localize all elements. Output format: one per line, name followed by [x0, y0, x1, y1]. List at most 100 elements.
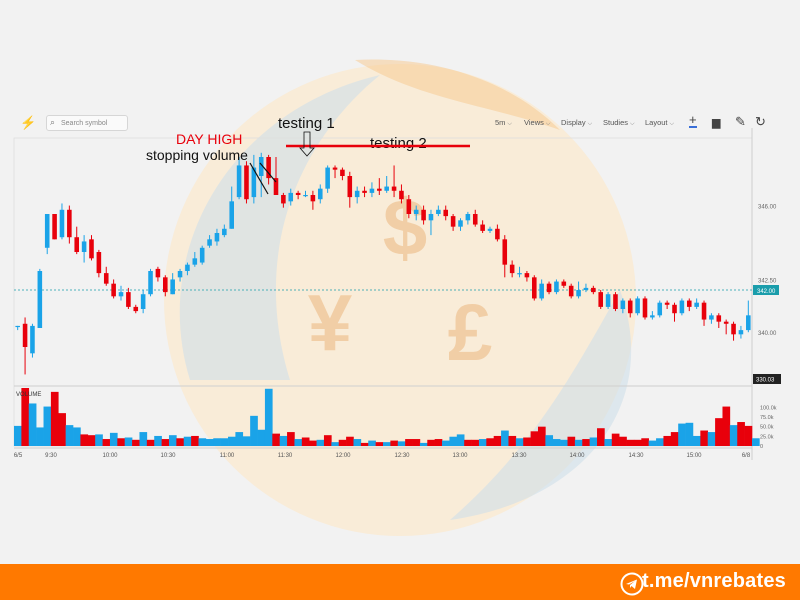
- candle-body: [369, 188, 375, 193]
- volume-bar: [456, 434, 465, 446]
- volume-tick-label: 100.0k: [760, 405, 777, 411]
- x-tick-label: 13:00: [452, 453, 468, 459]
- search-input[interactable]: ⌕ Search symbol: [46, 115, 128, 131]
- testing-1-label: testing 1: [278, 115, 335, 132]
- candle-body: [89, 239, 94, 259]
- volume-bar: [471, 439, 480, 446]
- candle-body: [170, 279, 175, 295]
- volume-bar: [375, 442, 384, 446]
- volume-bar: [80, 434, 89, 446]
- candle-body: [126, 292, 131, 307]
- interval-select[interactable]: 5m ⌵: [495, 118, 512, 128]
- lightning-icon[interactable]: ⚡: [20, 115, 37, 130]
- volume-tick-label: 0: [760, 444, 763, 450]
- candle-body: [554, 281, 559, 293]
- crosshair-icon[interactable]: +: [689, 112, 697, 128]
- candle-body: [746, 315, 751, 331]
- stopping-volume-pointer: [259, 162, 277, 183]
- volume-bar: [633, 439, 642, 446]
- candle-body: [310, 195, 316, 202]
- volume-bar: [752, 438, 760, 446]
- volume-bar: [50, 391, 59, 446]
- volume-bar: [102, 439, 111, 446]
- candle-body: [332, 167, 338, 170]
- volume-bar: [427, 439, 435, 446]
- candle-body: [81, 241, 87, 252]
- volume-bar: [449, 436, 458, 446]
- volume-bar: [279, 435, 288, 446]
- candle-body: [177, 271, 183, 278]
- volume-bar: [139, 432, 148, 446]
- candle-body: [561, 281, 567, 286]
- candle-body: [620, 300, 626, 309]
- candle-body: [509, 264, 515, 274]
- candle-body: [244, 165, 249, 200]
- day-high-label: DAY HIGH: [176, 131, 242, 147]
- candle-body: [140, 294, 146, 309]
- telegram-link[interactable]: t.me/vnrebates: [642, 570, 786, 592]
- volume-bar: [501, 430, 509, 446]
- testing-2-label: testing 2: [370, 135, 427, 152]
- refresh-icon[interactable]: ↻: [755, 114, 766, 129]
- candle-body: [591, 287, 596, 293]
- x-tick-label: 6/5: [14, 453, 23, 459]
- volume-bar: [486, 438, 494, 446]
- volume-bar: [722, 406, 731, 446]
- volume-bar: [168, 435, 177, 446]
- x-tick-label: 11:00: [220, 453, 235, 459]
- candle-body: [568, 285, 574, 297]
- volume-bar: [663, 435, 672, 446]
- search-icon: ⌕: [50, 117, 56, 127]
- candle-body: [472, 214, 478, 225]
- layout-menu[interactable]: Layout ⌵: [645, 118, 674, 128]
- candle-body: [627, 300, 633, 314]
- candle-body: [251, 167, 257, 198]
- volume-bar: [707, 432, 716, 446]
- candle-body: [236, 165, 242, 198]
- candle-body: [185, 264, 190, 271]
- volume-bar: [656, 438, 664, 446]
- candle-body: [74, 237, 80, 252]
- candle-body: [207, 239, 212, 246]
- candle-body: [52, 214, 57, 240]
- testing-1-arrow: [299, 131, 315, 157]
- volume-bar: [508, 435, 517, 446]
- candle-body: [480, 224, 485, 231]
- candle-body: [214, 233, 220, 242]
- volume-bar: [316, 439, 325, 446]
- candle-body: [524, 273, 530, 278]
- candle-body: [583, 287, 589, 290]
- volume-bar: [235, 432, 244, 446]
- comment-icon[interactable]: ▆: [712, 117, 721, 129]
- volume-bar: [619, 436, 627, 446]
- chevron-down-icon: ⌵: [630, 121, 635, 127]
- candle-body: [303, 195, 308, 197]
- volume-bar: [117, 438, 125, 446]
- views-menu[interactable]: Views ⌵: [524, 118, 550, 128]
- telegram-icon[interactable]: [620, 572, 644, 596]
- studies-menu[interactable]: Studies ⌵: [603, 118, 635, 128]
- x-tick-label: 12:30: [394, 453, 410, 459]
- views-label: Views: [524, 118, 544, 127]
- candle-body: [546, 283, 552, 293]
- candle-body: [199, 247, 205, 263]
- display-menu[interactable]: Display ⌵: [561, 118, 592, 128]
- footer-bar: t.me/vnrebates: [0, 564, 800, 600]
- volume-bar: [493, 435, 502, 446]
- candle-body: [384, 186, 389, 191]
- volume-bar: [626, 439, 635, 446]
- candle-body: [642, 298, 648, 318]
- candle-body: [731, 323, 736, 335]
- x-tick-label: 14:00: [569, 453, 585, 459]
- candle-body: [694, 302, 699, 307]
- candle-body: [458, 220, 463, 227]
- candle-body: [192, 258, 198, 265]
- candle-body: [539, 283, 544, 299]
- volume-bar: [294, 439, 303, 446]
- volume-bar: [729, 425, 738, 446]
- candle-body: [532, 277, 537, 299]
- pencil-icon[interactable]: ✎: [735, 114, 746, 129]
- volume-bar: [242, 436, 251, 446]
